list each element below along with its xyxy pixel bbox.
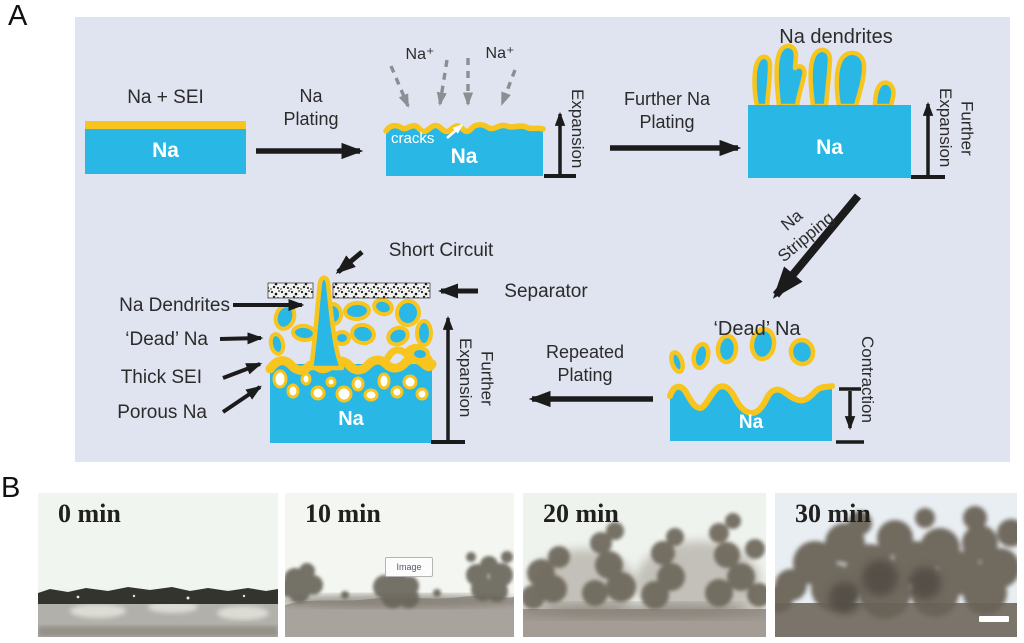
expansion-axis-label-1: Expansion (567, 89, 587, 169)
micrograph-0min: 0 min (38, 493, 278, 637)
further-expansion-axis-label-1: Further Expansion (935, 88, 977, 168)
stage3-metal-label: Na (816, 136, 843, 159)
na-dendrites-callout: Na Dendrites (119, 295, 230, 316)
further-expansion-axis-label-2: Further Expansion (455, 338, 497, 418)
repeated-plating-label: Repeated Plating (545, 342, 625, 386)
contraction-axis-label: Contraction (857, 335, 877, 423)
time-label: 10 min (305, 499, 381, 528)
micrograph-30min-scene (775, 493, 1017, 637)
stage3-title: Na dendrites (779, 26, 893, 48)
stage2-metal-label: Na (450, 145, 478, 168)
stage1-title: Na + SEI (127, 87, 204, 108)
micrograph-10min: 10 min Image (285, 493, 514, 637)
na-plating-label: Na Plating (283, 86, 339, 130)
stage4-metal-label: Na (738, 412, 764, 433)
time-label: 20 min (543, 499, 619, 528)
micrograph-30min: 30 min (775, 493, 1017, 637)
separator-label: Separator (504, 281, 588, 302)
na-ion-label-right: Na⁺ (485, 45, 515, 62)
stage1-metal-label: Na (152, 139, 179, 162)
micrograph-20min: 20 min (523, 493, 766, 637)
image-placeholder-badge: Image (385, 557, 433, 577)
na-ion-label-left: Na⁺ (405, 46, 435, 63)
time-label: 0 min (58, 499, 121, 528)
stage5-metal-label: Na (338, 408, 364, 430)
porous-na-callout: Porous Na (117, 402, 207, 423)
short-circuit-label: Short Circuit (388, 240, 494, 261)
micrograph-20min-scene (523, 493, 766, 637)
scale-bar (979, 616, 1009, 622)
panel-a-label: A (8, 0, 28, 32)
further-na-plating-label: Further Na Plating (623, 89, 711, 133)
dead-na-callout: ‘Dead’ Na (125, 329, 208, 350)
micrograph-0min-scene (38, 493, 278, 637)
time-label: 30 min (795, 499, 871, 528)
thick-sei-callout: Thick SEI (120, 367, 202, 388)
cracks-label: cracks (391, 130, 435, 147)
stage4-title: ‘Dead’ Na (713, 318, 801, 340)
panel-b-label: B (1, 472, 21, 504)
